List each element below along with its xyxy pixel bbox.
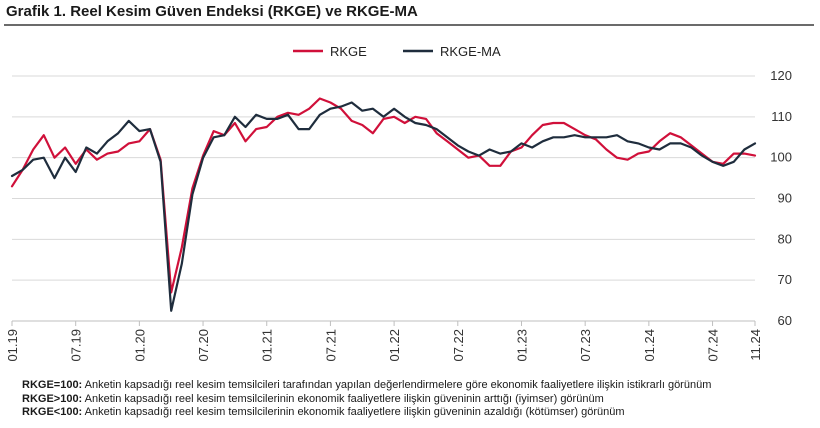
x-tick-07.19: 07.19 <box>69 329 84 362</box>
x-tick-07.22: 07.22 <box>451 329 466 362</box>
x-tick-01.20: 01.20 <box>132 329 147 362</box>
note-2-text: Anketin kapsadığı reel kesim temsilciler… <box>82 392 604 405</box>
x-tick-07.20: 07.20 <box>196 329 211 362</box>
note-1-label: RKGE=100: <box>22 379 83 391</box>
gridlines <box>12 75 755 322</box>
note-2-label: RKGE>100: <box>22 392 83 405</box>
series-line-rkge <box>10 97 757 294</box>
x-tick-01.24: 01.24 <box>642 329 657 362</box>
note-2: RKGE>100: Anketin kapsadığı reel kesim t… <box>22 393 711 407</box>
y-tick-labels: 60 70 80 90 100 110 120 <box>770 68 792 328</box>
x-tick-01.22: 01.22 <box>387 329 402 362</box>
y-tick-110: 110 <box>771 109 792 124</box>
x-tick-labels: 01.19 07.19 01.20 07.20 01.21 07.21 01.22 07.22… <box>5 321 763 362</box>
x-tick-01.19: 01.19 <box>5 329 20 362</box>
x-tick-11.24: 11.24 <box>748 329 763 361</box>
notes: RKGE=100: Anketin kapsadığı reel kesim t… <box>22 379 711 420</box>
y-tick-60: 60 <box>778 313 792 328</box>
y-tick-70: 70 <box>778 272 792 287</box>
y-tick-90: 90 <box>778 191 792 206</box>
chart-title: Grafik 1. Reel Kesim Güven Endeksi (RKGE… <box>6 3 418 20</box>
y-tick-120: 120 <box>770 68 792 83</box>
x-tick-07.24: 07.24 <box>706 329 721 362</box>
note-1: RKGE=100: Anketin kapsadığı reel kesim t… <box>22 379 711 393</box>
y-tick-80: 80 <box>778 231 792 246</box>
note-3-label: RKGE<100: <box>22 406 83 418</box>
legend-label-rkge-ma: RKGE-MA <box>440 44 501 59</box>
x-tick-01.23: 01.23 <box>514 329 529 362</box>
x-tick-01.21: 01.21 <box>260 329 275 362</box>
series-lines <box>10 97 757 312</box>
x-tick-07.23: 07.23 <box>578 329 593 362</box>
y-tick-100: 100 <box>770 150 792 165</box>
x-tick-07.21: 07.21 <box>323 329 338 362</box>
note-3: RKGE<100: Anketin kapsadığı reel kesim t… <box>22 406 711 420</box>
note-1-text: Anketin kapsadığı reel kesim temsilciler… <box>82 379 712 391</box>
note-3-text: Anketin kapsadığı reel kesim temsilciler… <box>82 406 625 418</box>
legend: RKGE RKGE-MA <box>293 44 501 59</box>
title-divider <box>4 24 814 26</box>
series-line-rkge-ma <box>10 101 757 312</box>
legend-label-rkge: RKGE <box>330 44 367 59</box>
